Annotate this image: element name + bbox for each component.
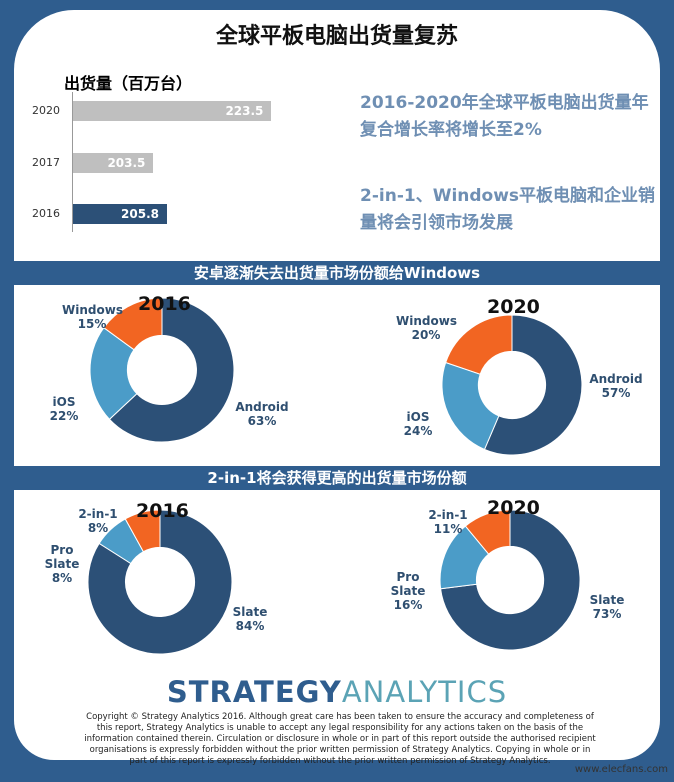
donut-3	[440, 510, 580, 650]
section-form-title: 2-in-1将会获得更高的出货量市场份额	[14, 466, 660, 490]
bar-chart-title: 出货量（百万台）	[64, 74, 193, 93]
slice-windows	[445, 315, 513, 375]
donut-label: Slate 84%	[232, 605, 268, 633]
donut-label: Windows 15%	[62, 303, 123, 331]
donut-year: 2016	[138, 293, 191, 315]
donut-label: Android 63%	[235, 400, 289, 428]
donut-label: 2-in-1 11%	[428, 508, 468, 536]
bar-value-2016: 205.8	[121, 207, 159, 221]
bar-value-2017: 203.5	[107, 156, 146, 170]
logo-part1: STRATEGY	[166, 675, 342, 709]
page-title: 全球平板电脑出货量复苏	[215, 24, 458, 49]
donut-label: iOS 22%	[49, 395, 79, 423]
bar-2020	[73, 101, 272, 121]
watermark: www.elecfans.com	[574, 764, 668, 775]
slice-slate	[88, 510, 232, 654]
donut-label: Slate 73%	[589, 593, 625, 621]
bar-label-2017: 2017	[32, 156, 60, 169]
note-cagr: 2016-2020年全球平板电脑出货量年复合增长率将增长至2%	[360, 93, 649, 140]
bar-value-2020: 223.5	[225, 104, 264, 118]
slice-2-in-1	[124, 510, 161, 553]
logo-part2: ANALYTICS	[341, 675, 508, 709]
strategy-analytics-logo: STRATEGYANALYTICS	[0, 675, 674, 709]
bar-2016	[73, 204, 167, 224]
section-os-title: 安卓逐渐失去出货量市场份额给Windows	[14, 261, 660, 285]
slice-ios	[90, 327, 138, 421]
donut-label: Windows 20%	[396, 314, 457, 342]
donut-label: Android 57%	[589, 372, 643, 400]
slice-ios	[442, 361, 500, 451]
donut-label: 2-in-1 8%	[78, 507, 118, 535]
slice-android	[108, 298, 234, 442]
copyright-text: Copyright © Strategy Analytics 2016. Alt…	[84, 712, 596, 766]
slice-android	[483, 315, 582, 455]
donut-1	[442, 315, 582, 455]
slice-windows	[103, 298, 163, 351]
bar-label-2020: 2020	[32, 104, 60, 117]
donut-year: 2020	[487, 497, 540, 519]
donut-2	[88, 510, 232, 654]
bar-2017	[73, 153, 154, 173]
donut-0	[90, 298, 234, 442]
donut-label: Pro Slate 8%	[44, 543, 80, 585]
donut-year: 2020	[487, 296, 540, 318]
donut-label: Pro Slate 16%	[390, 570, 426, 612]
donut-label: iOS 24%	[403, 410, 433, 438]
slice-2-in-1	[464, 510, 511, 555]
slice-slate	[440, 510, 580, 650]
bar-axis	[72, 92, 73, 232]
donut-year: 2016	[136, 500, 189, 522]
note-drivers: 2-in-1、Windows平板电脑和企业销量将会引领市场发展	[360, 186, 656, 233]
bar-label-2016: 2016	[32, 207, 60, 220]
